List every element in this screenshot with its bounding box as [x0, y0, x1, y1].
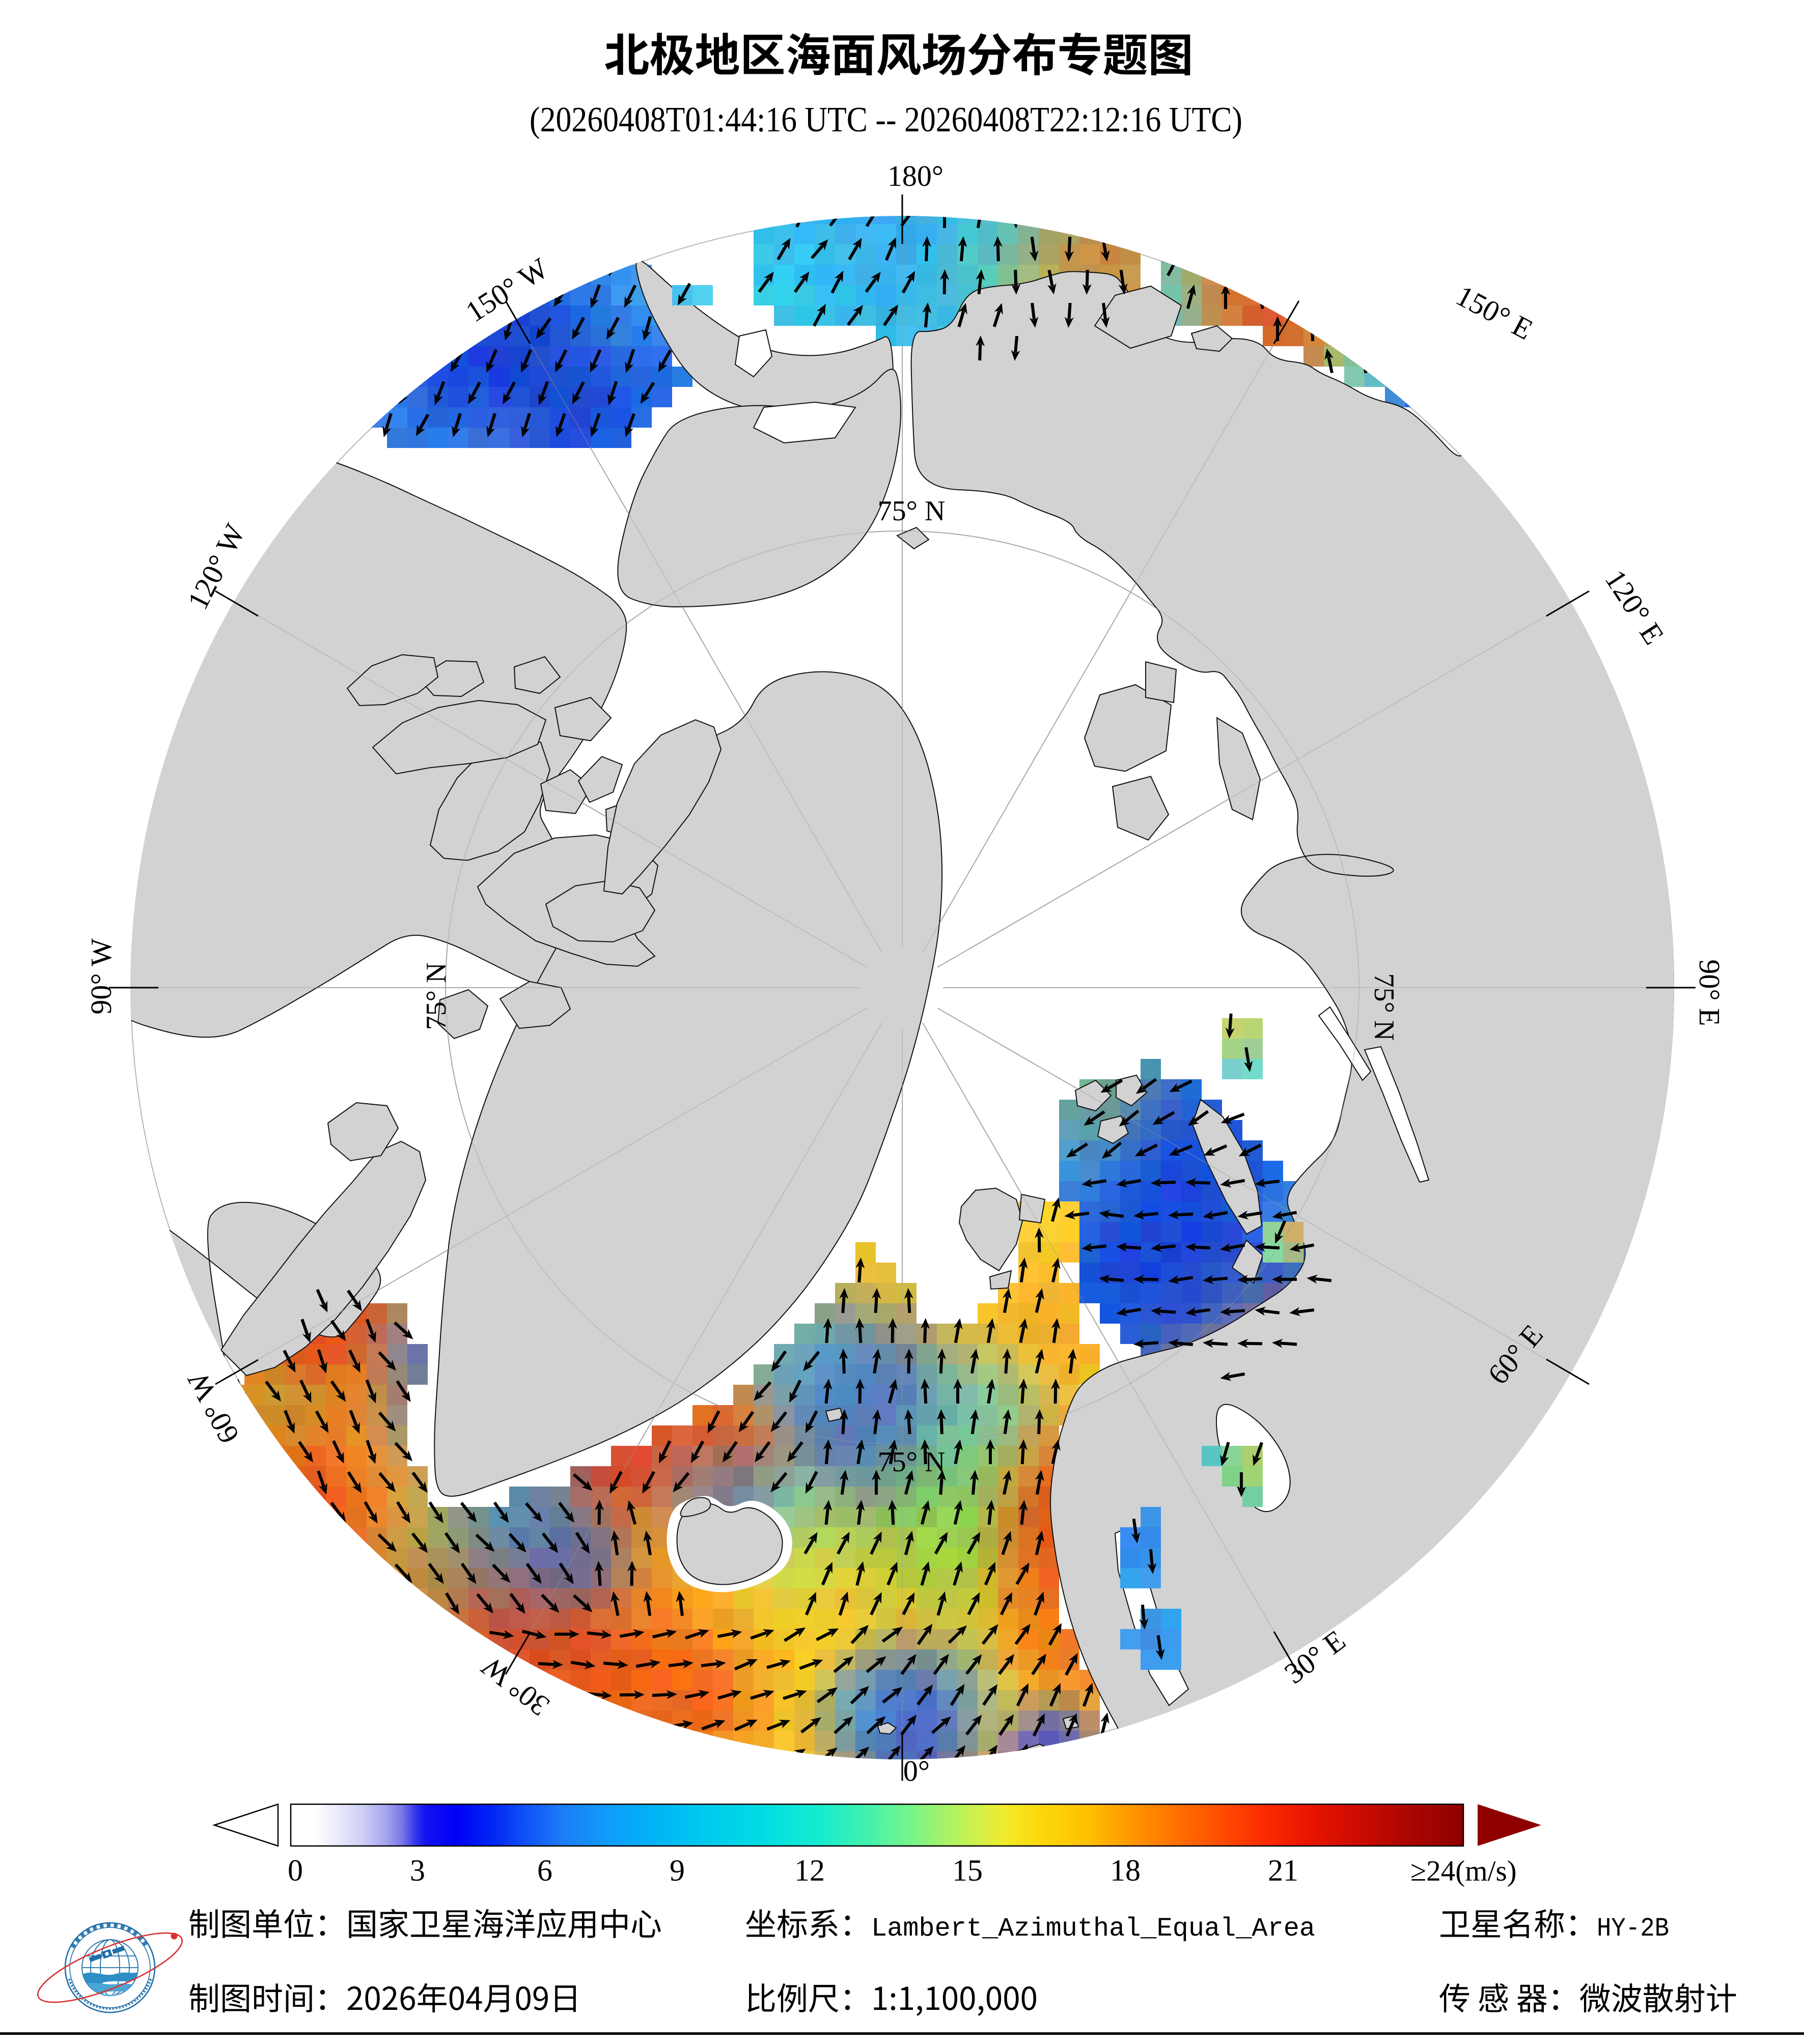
svg-text:90° W: 90° W — [85, 938, 118, 1015]
svg-text:21: 21 — [1268, 1854, 1298, 1887]
svg-text:15: 15 — [952, 1854, 983, 1887]
svg-text:≥24(m/s): ≥24(m/s) — [1410, 1855, 1517, 1887]
svg-text:Lambert_Azimuthal_Equal_Area: Lambert_Azimuthal_Equal_Area — [871, 1914, 1315, 1944]
svg-text:(20260408T01:44:16 UTC -- 2026: (20260408T01:44:16 UTC -- 20260408T22:12… — [530, 100, 1242, 139]
svg-text:9: 9 — [670, 1854, 685, 1887]
svg-text:0: 0 — [288, 1854, 303, 1887]
svg-text:90° E: 90° E — [1693, 959, 1726, 1026]
svg-text:12: 12 — [794, 1854, 825, 1887]
svg-text:6: 6 — [537, 1854, 552, 1887]
svg-text:75° N: 75° N — [878, 495, 946, 527]
svg-text:HY-2B: HY-2B — [1597, 1914, 1669, 1944]
svg-text:18: 18 — [1110, 1854, 1141, 1887]
svg-text:0°: 0° — [903, 1754, 930, 1787]
svg-text:3: 3 — [410, 1854, 425, 1887]
svg-text:180°: 180° — [887, 159, 943, 192]
svg-text:75° N: 75° N — [421, 963, 452, 1030]
svg-text:75° N: 75° N — [878, 1446, 946, 1478]
svg-text:75° N: 75° N — [1368, 973, 1400, 1041]
